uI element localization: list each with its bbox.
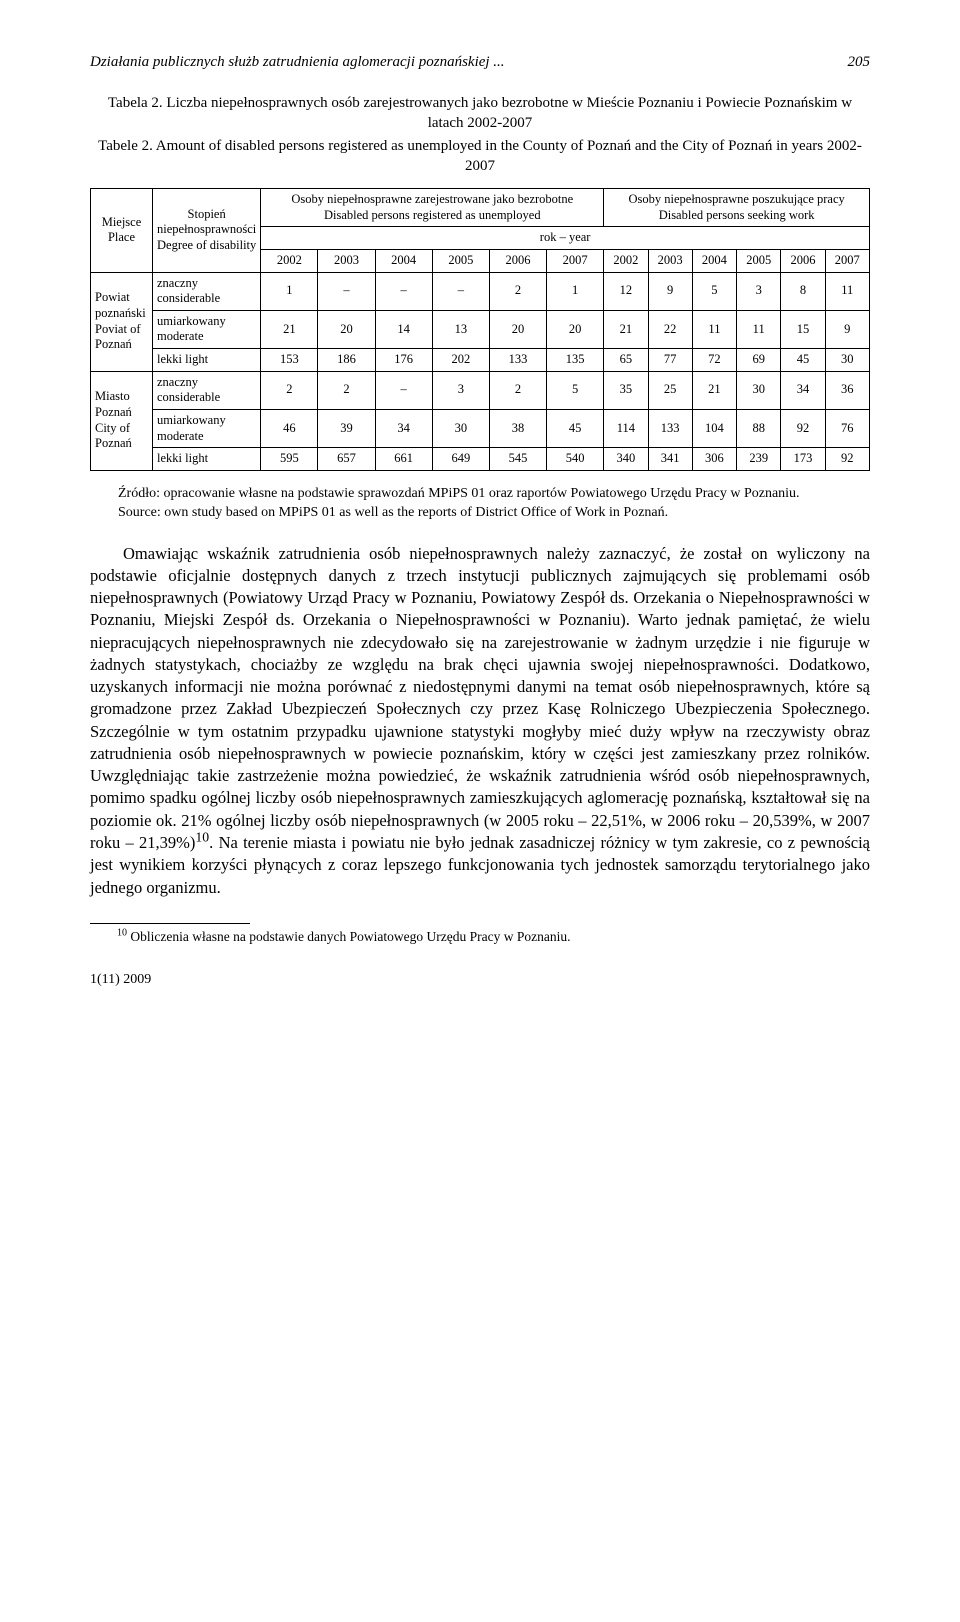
table-row: umiarkowany moderate21201413202021221111… [91, 310, 870, 348]
table-source-notes: Źródło: opracowanie własne na podstawie … [90, 485, 870, 523]
source-note-en: Source: own study based on MPiPS 01 as w… [90, 504, 870, 523]
table-caption: Tabela 2. Liczba niepełnosprawnych osób … [90, 93, 870, 176]
table-head: Miejsce PlaceStopień niepełnosprawności … [91, 189, 870, 273]
table-row: Powiat poznański Poviat of Poznańznaczny… [91, 272, 870, 310]
data-table: Miejsce PlaceStopień niepełnosprawności … [90, 188, 870, 471]
table-row: umiarkowany moderate46393430384511413310… [91, 409, 870, 447]
table-caption-pl: Tabela 2. Liczba niepełnosprawnych osób … [90, 93, 870, 134]
page-number: 205 [848, 54, 871, 71]
source-note-pl: Źródło: opracowanie własne na podstawie … [90, 485, 870, 504]
body-text: Omawiając wskaźnik zatrudnienia osób nie… [90, 543, 870, 899]
table-row: lekki light15318617620213313565777269453… [91, 349, 870, 372]
footnote-rule [90, 923, 250, 924]
table-row: Miasto Poznań City of Poznańznaczny cons… [91, 371, 870, 409]
running-head-title: Działania publicznych służb zatrudnienia… [90, 54, 505, 71]
body-paragraph: Omawiając wskaźnik zatrudnienia osób nie… [90, 543, 870, 899]
journal-footer: 1(11) 2009 [90, 972, 870, 988]
table-body: Powiat poznański Poviat of Poznańznaczny… [91, 272, 870, 470]
table-row: lekki light59565766164954554034034130623… [91, 448, 870, 471]
table-caption-en: Tabele 2. Amount of disabled persons reg… [90, 136, 870, 177]
footnote: 10 Obliczenia własne na podstawie danych… [90, 928, 870, 946]
